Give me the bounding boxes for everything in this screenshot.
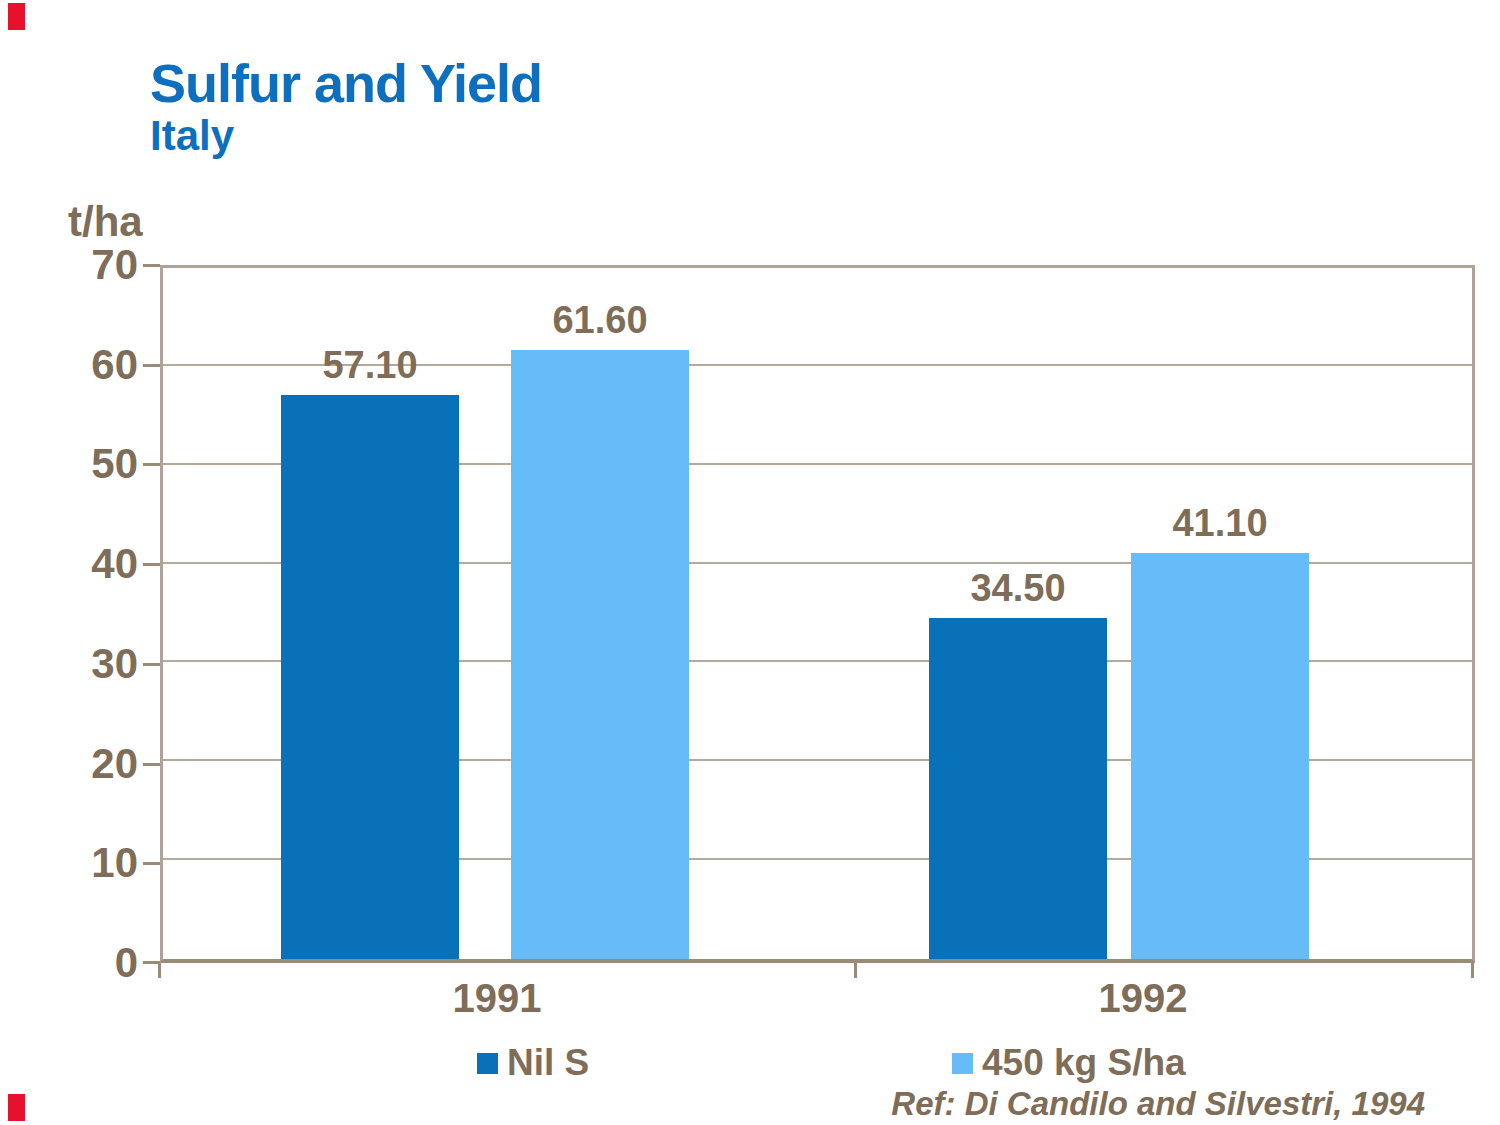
y-tick-30 bbox=[143, 663, 160, 666]
x-category-label-1991: 1991 bbox=[387, 976, 607, 1021]
red-accent-mark-top-left bbox=[8, 3, 25, 30]
x-tick-center bbox=[854, 963, 857, 978]
legend-item-nil-s: Nil S bbox=[477, 1042, 589, 1084]
y-tick-50 bbox=[143, 463, 160, 466]
y-tick-20 bbox=[143, 763, 160, 766]
y-tick-label-30: 30 bbox=[34, 642, 138, 686]
chart-title: Sulfur and Yield bbox=[150, 52, 542, 114]
bar-value-label: 34.50 bbox=[889, 567, 1147, 610]
y-tick-70 bbox=[143, 264, 160, 267]
y-axis-unit-label: t/ha bbox=[68, 198, 143, 246]
y-tick-10 bbox=[143, 862, 160, 865]
legend-swatch-450kg bbox=[952, 1053, 973, 1074]
legend-label-450kg: 450 kg S/ha bbox=[982, 1042, 1186, 1084]
x-tick-right bbox=[1471, 963, 1474, 978]
y-tick-label-50: 50 bbox=[34, 442, 138, 486]
y-tick-label-60: 60 bbox=[34, 343, 138, 387]
bar-value-label: 57.10 bbox=[241, 344, 499, 387]
y-tick-60 bbox=[143, 364, 160, 367]
slide: Sulfur and Yield Italy t/ha 70 60 50 40 … bbox=[0, 0, 1500, 1125]
y-tick-label-0: 0 bbox=[34, 941, 138, 985]
y-tick-label-70: 70 bbox=[34, 243, 138, 287]
chart-subtitle: Italy bbox=[150, 112, 234, 160]
bar-value-label: 41.10 bbox=[1091, 502, 1349, 545]
red-accent-mark-bottom-left bbox=[8, 1094, 25, 1121]
legend-label-nil-s: Nil S bbox=[507, 1042, 589, 1084]
y-tick-label-20: 20 bbox=[34, 742, 138, 786]
x-tick-left bbox=[158, 963, 161, 978]
plot-area: 57.10 61.60 34.50 41.10 bbox=[160, 265, 1475, 963]
y-tick-label-10: 10 bbox=[34, 841, 138, 885]
bar-1991-450kg: 61.60 bbox=[511, 350, 689, 959]
bar-1991-nil-s: 57.10 bbox=[281, 395, 459, 959]
x-category-label-1992: 1992 bbox=[1033, 976, 1253, 1021]
y-tick-label-40: 40 bbox=[34, 542, 138, 586]
reference-citation: Ref: Di Candilo and Silvestri, 1994 bbox=[700, 1085, 1425, 1123]
legend-swatch-nil-s bbox=[477, 1053, 498, 1074]
bar-1992-nil-s: 34.50 bbox=[929, 618, 1107, 959]
y-tick-40 bbox=[143, 563, 160, 566]
bar-1992-450kg: 41.10 bbox=[1131, 553, 1309, 959]
bar-value-label: 61.60 bbox=[471, 299, 729, 342]
legend-item-450kg: 450 kg S/ha bbox=[952, 1042, 1186, 1084]
